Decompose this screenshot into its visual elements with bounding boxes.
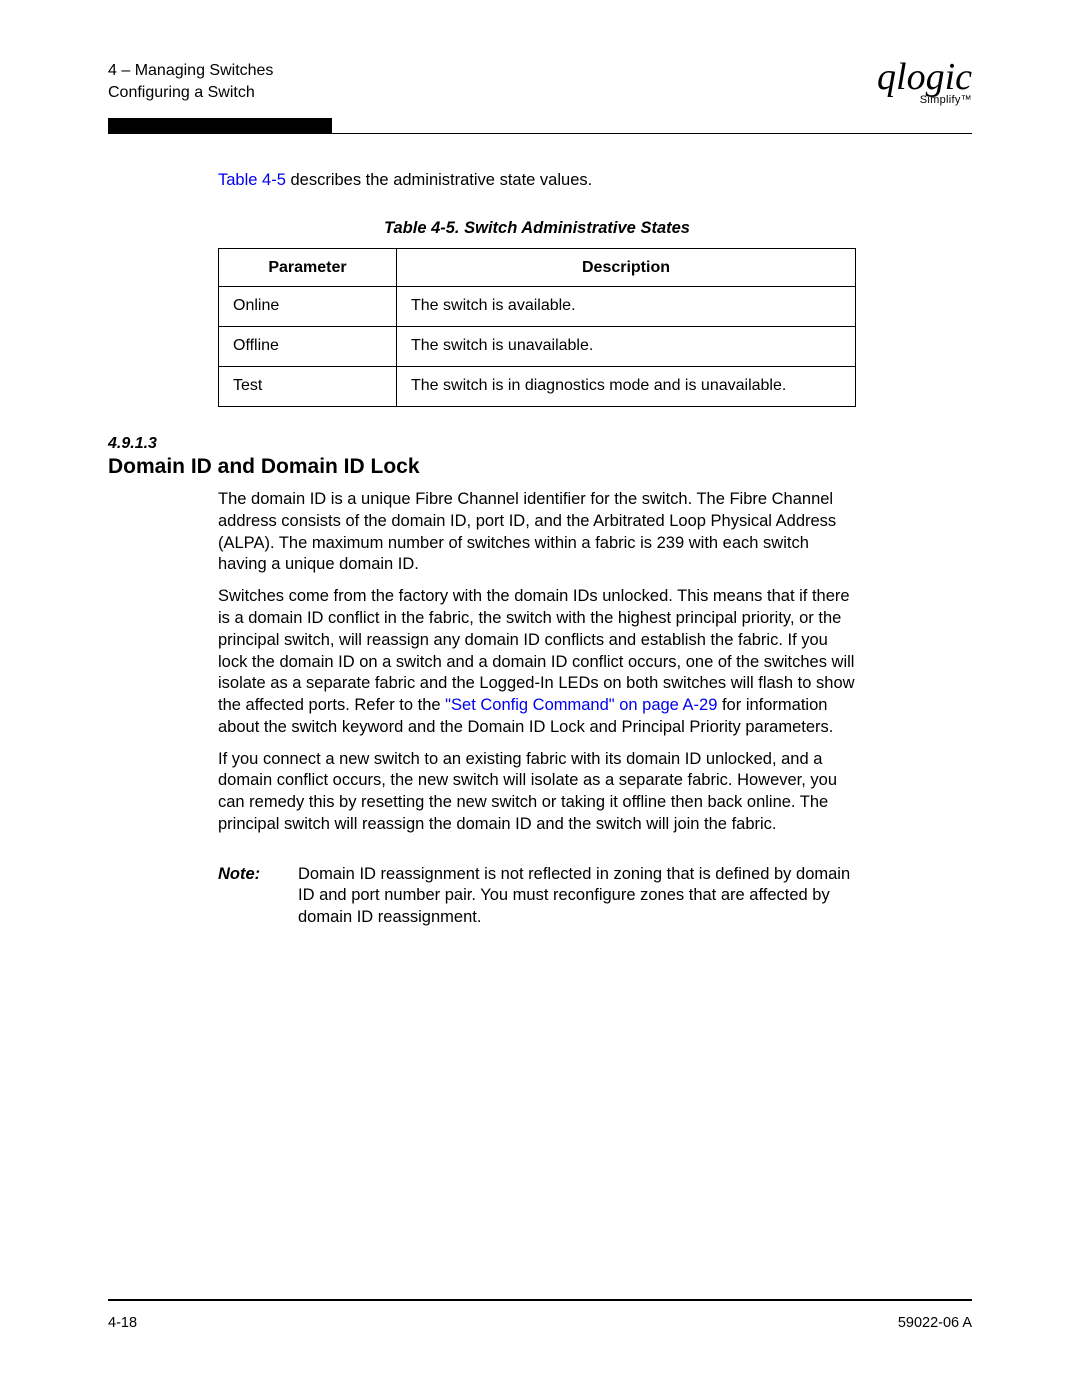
paragraph-3: If you connect a new switch to an existi…: [218, 749, 856, 836]
note-label: Note:: [218, 864, 298, 929]
cell-description: The switch is available.: [397, 286, 856, 326]
table-caption: Table 4-5. Switch Administrative States: [218, 218, 856, 240]
cell-parameter: Online: [219, 286, 397, 326]
intro-paragraph: Table 4-5 describes the administrative s…: [218, 170, 856, 192]
cell-description: The switch is in diagnostics mode and is…: [397, 367, 856, 407]
note-body: Domain ID reassignment is not reflected …: [298, 864, 856, 929]
paragraph-2: Switches come from the factory with the …: [218, 586, 856, 738]
footer-page-number: 4-18: [108, 1315, 137, 1331]
paragraph-1: The domain ID is a unique Fibre Channel …: [218, 489, 856, 576]
cell-parameter: Test: [219, 367, 397, 407]
header-bar-row: [108, 118, 972, 134]
header-left: 4 – Managing Switches Configuring a Swit…: [108, 60, 273, 103]
cell-parameter: Offline: [219, 326, 397, 366]
footer-rule: [108, 1299, 972, 1301]
section-body: The domain ID is a unique Fibre Channel …: [218, 489, 856, 929]
admin-states-table: Parameter Description Online The switch …: [218, 248, 856, 407]
intro-text: describes the administrative state value…: [286, 171, 592, 189]
section-line: Configuring a Switch: [108, 82, 273, 104]
page-header: 4 – Managing Switches Configuring a Swit…: [108, 60, 972, 106]
table-ref-link[interactable]: Table 4-5: [218, 171, 286, 189]
set-config-link[interactable]: "Set Config Command" on page A-29: [445, 696, 717, 714]
header-rule: [108, 133, 972, 134]
section-number: 4.9.1.3: [108, 435, 856, 453]
table-row: Test The switch is in diagnostics mode a…: [219, 367, 856, 407]
table-row: Online The switch is available.: [219, 286, 856, 326]
table-row: Offline The switch is unavailable.: [219, 326, 856, 366]
page: 4 – Managing Switches Configuring a Swit…: [0, 0, 1080, 1397]
col-parameter: Parameter: [219, 248, 397, 286]
page-footer: 4-18 59022-06 A: [108, 1299, 972, 1331]
brand-logo: qlogic: [877, 60, 972, 94]
footer-doc-id: 59022-06 A: [898, 1315, 972, 1331]
table-block: Table 4-5. Switch Administrative States …: [218, 218, 856, 407]
section-title: Domain ID and Domain ID Lock: [108, 455, 856, 479]
col-description: Description: [397, 248, 856, 286]
header-black-bar: [108, 118, 332, 133]
header-right: qlogic Simplify™: [877, 60, 972, 106]
cell-description: The switch is unavailable.: [397, 326, 856, 366]
chapter-line: 4 – Managing Switches: [108, 60, 273, 82]
section-block: 4.9.1.3 Domain ID and Domain ID Lock: [108, 435, 856, 479]
note-block: Note: Domain ID reassignment is not refl…: [218, 864, 856, 929]
